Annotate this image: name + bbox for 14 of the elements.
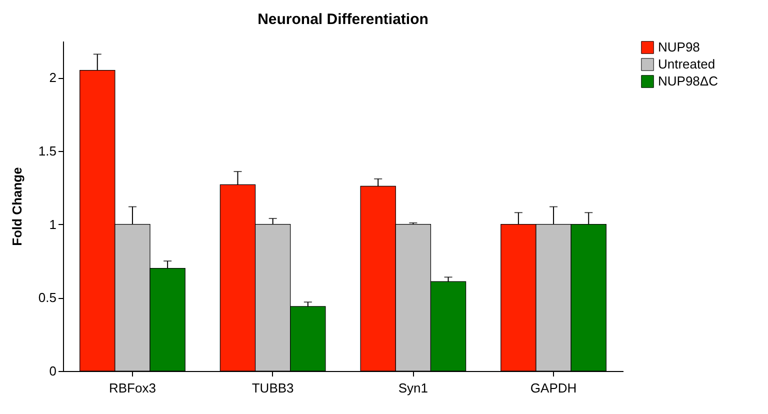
x-tick-label: GAPDH xyxy=(530,380,577,396)
y-tick-label: 0.5 xyxy=(38,290,56,306)
x-tick-label: TUBB3 xyxy=(252,380,294,396)
chart-title: Neuronal Differentiation xyxy=(258,11,428,28)
y-tick-label: 0 xyxy=(49,364,56,378)
legend-label: NUP98 xyxy=(658,40,700,54)
x-tick-label: Syn1 xyxy=(398,380,428,396)
legend-label: Untreated xyxy=(658,56,716,72)
y-tick-label: 1.5 xyxy=(38,144,56,158)
legend-label: NUP98ΔC xyxy=(658,74,718,88)
y-axis-title: Fold Change xyxy=(9,167,24,246)
y-tick-label: 2 xyxy=(49,70,56,86)
x-tick-label: RBFox3 xyxy=(108,380,156,396)
y-tick-label: 1 xyxy=(49,216,56,232)
